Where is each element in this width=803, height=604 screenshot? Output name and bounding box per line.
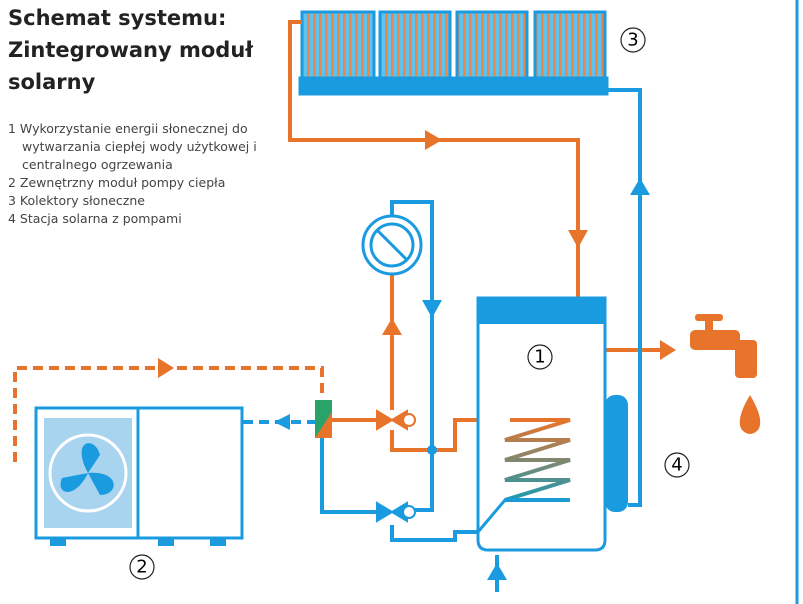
arrows-part — [487, 563, 507, 580]
legend: 1 Wykorzystanie energii słonecznej do wy… — [8, 120, 258, 228]
title: Schemat systemu: Zintegrowany moduł sola… — [8, 6, 254, 94]
faucet-part — [705, 318, 713, 332]
arrows-part — [422, 300, 442, 318]
exchanger — [315, 400, 332, 438]
heat-pump — [34, 406, 244, 546]
arrows-part — [382, 318, 402, 335]
arrows-part — [427, 445, 437, 455]
heat-pump-part — [48, 433, 128, 513]
heat-pump-part — [210, 538, 226, 546]
faucet-part — [690, 330, 740, 350]
node-label: 2 — [136, 557, 147, 578]
meter — [361, 214, 423, 276]
node-markers-part — [129, 554, 155, 580]
exchanger-part — [315, 400, 332, 438]
valves-part — [402, 413, 416, 427]
arrows-part — [568, 230, 588, 248]
valves — [376, 409, 416, 523]
dashed-hot — [13, 366, 324, 462]
tank-part — [476, 296, 607, 552]
faucet — [690, 314, 761, 434]
tank — [476, 296, 628, 552]
heat-pump-part — [60, 443, 114, 495]
pipes-hot-part — [288, 20, 580, 298]
pipes-hot-part — [332, 272, 510, 452]
legend-item: 1 Wykorzystanie energii słonecznej do wy… — [8, 121, 257, 172]
valves-part — [376, 501, 408, 523]
pipes-cold — [320, 88, 642, 592]
node-markers — [129, 27, 690, 580]
collectors-part — [298, 76, 609, 96]
arrows — [158, 130, 676, 580]
valves-part — [402, 505, 416, 519]
faucet-part — [695, 314, 723, 321]
collectors — [298, 10, 609, 96]
faucet-part — [735, 340, 757, 378]
node-label: 3 — [627, 30, 638, 51]
arrows-part — [425, 130, 442, 150]
legend-item: 2 Zewnętrzny moduł pompy ciepła — [8, 175, 226, 190]
heat-pump-part — [158, 538, 174, 546]
faucet-part — [739, 395, 761, 434]
tank-part — [476, 498, 570, 533]
pipes-cold-part — [605, 88, 642, 507]
pipes-cold-part — [320, 438, 382, 514]
legend-item: 4 Stacja solarna z pompami — [8, 211, 182, 226]
arrows-part — [630, 178, 650, 195]
heat-pump-part — [50, 538, 66, 546]
tank-part — [504, 418, 571, 502]
tank-part — [478, 298, 605, 324]
tank-part — [605, 395, 628, 512]
legend-item: 3 Kolektory słoneczne — [8, 193, 145, 208]
meter-part — [375, 228, 409, 262]
arrows-part — [660, 340, 676, 360]
node-markers-part — [620, 27, 646, 53]
node-markers-part — [527, 344, 553, 370]
node-markers-part — [664, 452, 690, 478]
node-label: 1 — [534, 347, 545, 368]
node-label: 4 — [671, 455, 682, 476]
